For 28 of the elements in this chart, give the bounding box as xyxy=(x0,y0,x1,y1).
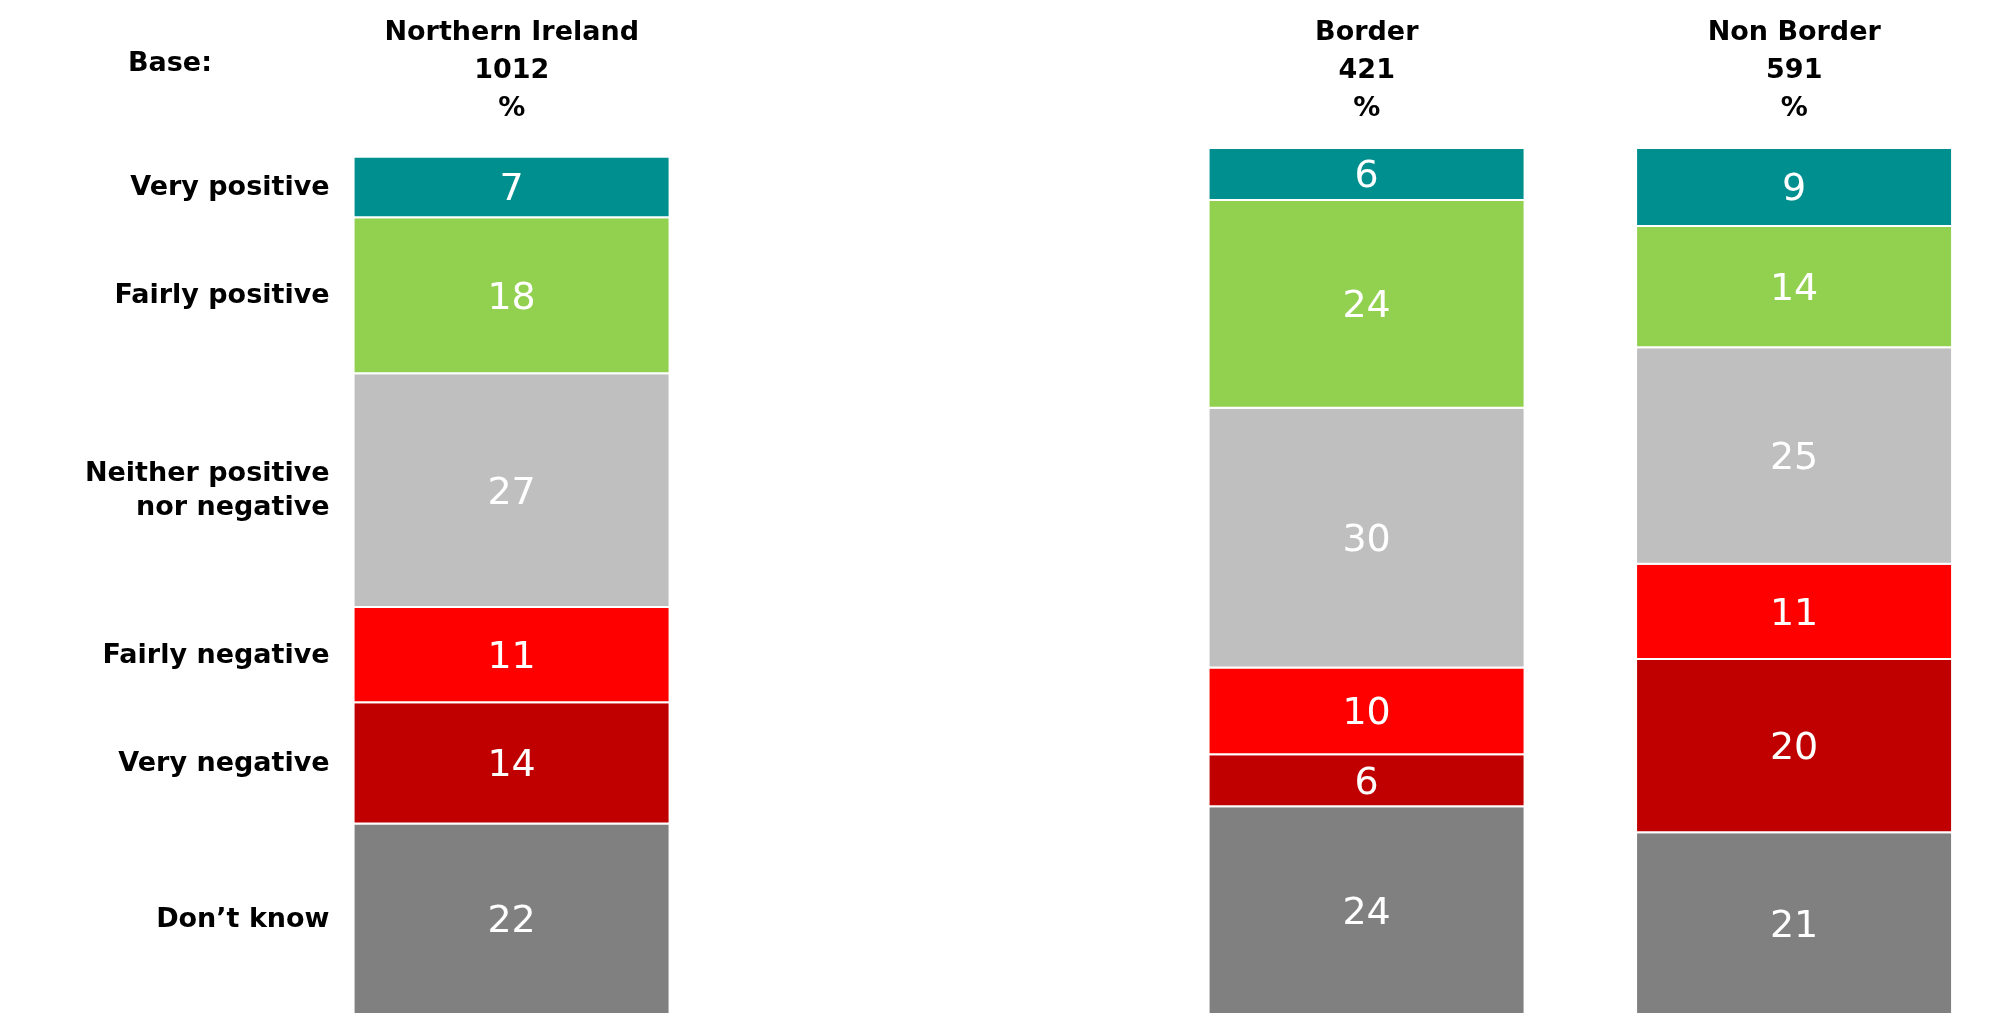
x-tick-label: Non Border 591 % xyxy=(1707,15,1882,122)
series-label: Fairly negative xyxy=(102,637,330,669)
data-label: 24 xyxy=(1342,888,1391,933)
text: Base: xyxy=(128,46,212,77)
data-label: 11 xyxy=(487,633,536,678)
data-label: 24 xyxy=(1342,282,1391,327)
series-label: Don’t know xyxy=(156,901,330,933)
data-label: 7 xyxy=(499,165,524,210)
x-tick-label: Northern Ireland 1012 % xyxy=(384,15,640,122)
data-label: 9 xyxy=(1781,165,1807,210)
data-label: 30 xyxy=(1342,516,1391,561)
data-label: 11 xyxy=(1769,589,1819,634)
series-label: Neither positive nor negative xyxy=(84,455,330,521)
data-label: 18 xyxy=(487,273,536,318)
series-label: Very negative xyxy=(118,745,330,777)
data-label: 20 xyxy=(1769,724,1819,769)
data-label: 21 xyxy=(1769,901,1819,946)
series-label: Very positive xyxy=(130,169,330,201)
data-label: 27 xyxy=(487,468,536,513)
series-label: Fairly positive xyxy=(114,277,330,309)
data-label: 6 xyxy=(1354,152,1379,197)
data-label: 6 xyxy=(1354,758,1379,803)
data-label: 22 xyxy=(487,897,536,942)
data-label: 10 xyxy=(1342,689,1391,734)
data-label: 25 xyxy=(1769,433,1819,478)
data-label: 14 xyxy=(1769,265,1819,310)
x-tick-label: Border 421 % xyxy=(1315,15,1420,122)
data-label: 14 xyxy=(487,741,536,786)
